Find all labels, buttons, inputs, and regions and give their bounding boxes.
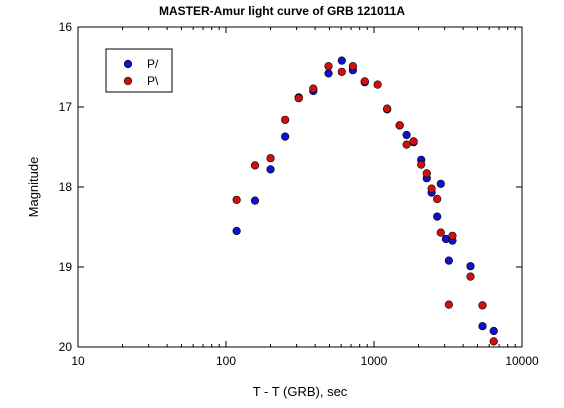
data-point	[360, 77, 369, 86]
data-point	[444, 300, 453, 309]
x-tick-label: 10	[71, 354, 85, 368]
data-point	[444, 256, 453, 265]
y-tick-label: 20	[59, 340, 73, 354]
legend-label-p-backslash: P\	[147, 74, 159, 88]
y-axis-label: Magnitude	[26, 157, 41, 218]
data-point	[266, 165, 275, 174]
data-point	[422, 169, 431, 178]
series-0	[232, 56, 498, 336]
data-point	[324, 62, 333, 71]
data-point	[466, 262, 475, 271]
data-point	[427, 184, 436, 193]
x-tick-label: 10000	[505, 354, 539, 368]
data-point	[324, 69, 333, 78]
data-point	[395, 121, 404, 130]
chart-title: MASTER-Amur light curve of GRB 121011A	[159, 4, 405, 18]
x-tick-label: 100	[216, 354, 236, 368]
data-point	[250, 161, 260, 170]
data-point	[232, 226, 241, 236]
y-tick-label: 16	[59, 20, 73, 34]
data-point	[478, 322, 487, 331]
data-point	[281, 132, 290, 141]
data-point	[232, 195, 241, 204]
data-point	[281, 115, 290, 124]
series-1	[232, 62, 498, 346]
data-point	[417, 160, 426, 169]
x-tick-label: 1000	[361, 354, 388, 368]
data-point	[402, 130, 411, 140]
data-point	[436, 179, 445, 188]
data-point	[433, 212, 442, 221]
data-point	[266, 154, 275, 163]
data-point	[294, 94, 303, 103]
data-point	[337, 56, 346, 65]
legend-label-p-slash: P/	[147, 57, 159, 71]
data-point	[309, 84, 318, 93]
legend-marker-p-slash	[123, 59, 133, 69]
data-point	[409, 137, 418, 146]
y-tick-label: 17	[59, 100, 73, 114]
data-point	[489, 337, 498, 346]
data-point	[433, 194, 442, 204]
y-tick-label: 18	[59, 180, 73, 194]
data-point	[466, 272, 475, 281]
data-point	[448, 231, 457, 240]
data-point	[383, 104, 392, 113]
y-axis: 16 17 18 19 20	[59, 20, 522, 354]
data-point	[373, 80, 382, 89]
x-axis-label: T - T (GRB), sec	[253, 384, 348, 399]
data-point	[489, 326, 498, 336]
y-tick-label: 19	[59, 260, 73, 274]
legend: P/ P\	[105, 48, 173, 93]
data-point	[348, 62, 357, 71]
data-point	[436, 228, 445, 237]
data-point	[337, 67, 346, 76]
data-point	[478, 301, 487, 310]
legend-marker-p-backslash	[123, 76, 133, 86]
x-axis: 10 100 1000 10000	[71, 27, 539, 368]
legend-box	[105, 48, 173, 93]
data-points	[232, 56, 498, 346]
data-point	[250, 196, 260, 205]
data-point	[402, 140, 411, 149]
